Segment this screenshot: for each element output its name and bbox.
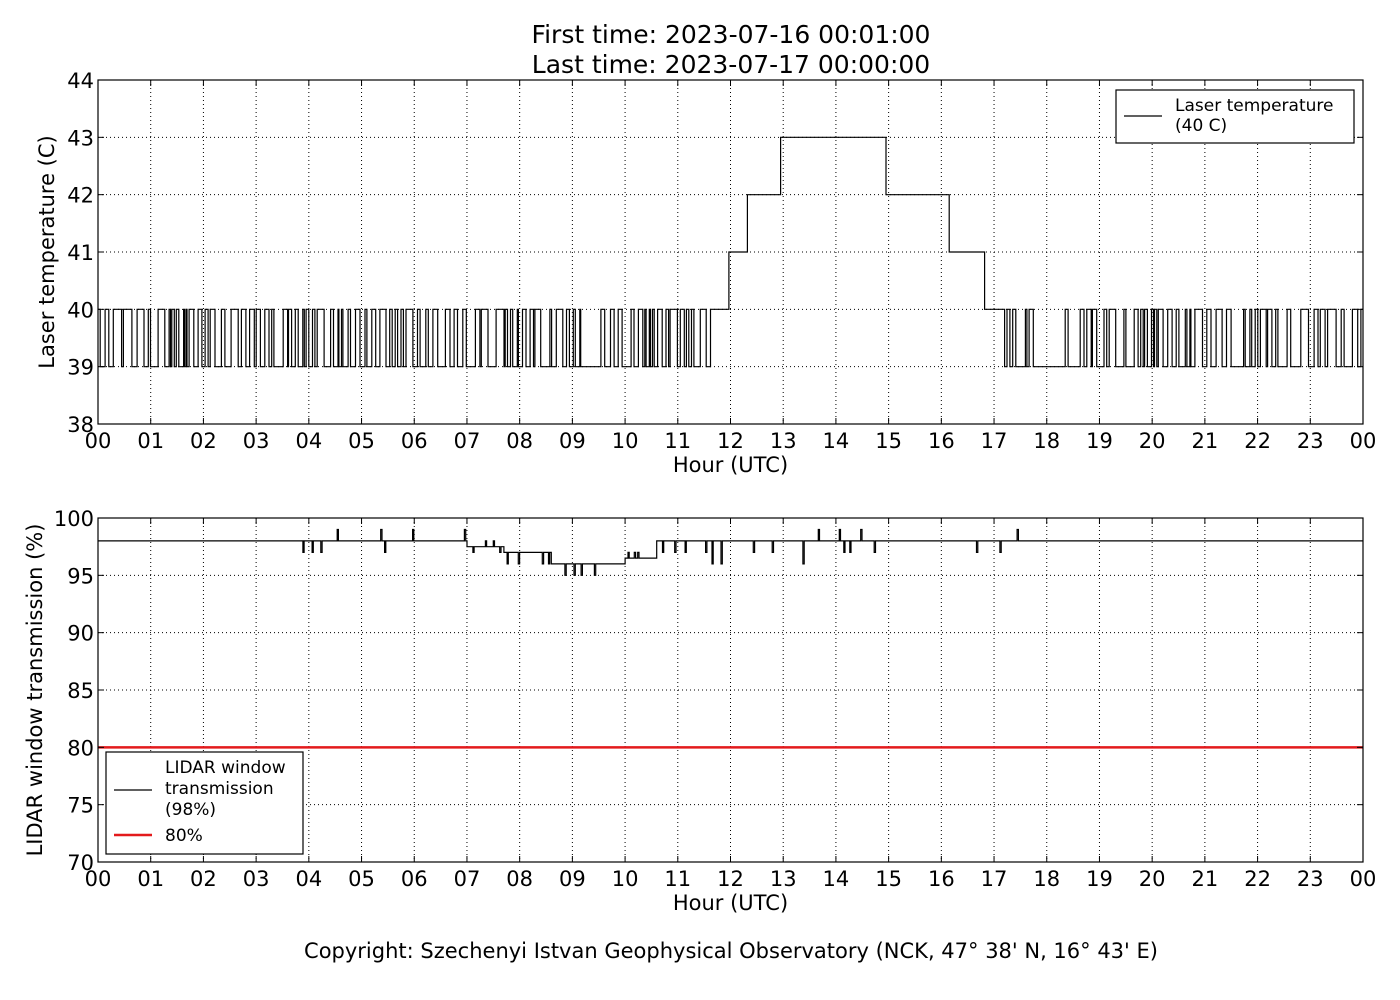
x-tick-label: 10 [612, 867, 639, 891]
x-tick-label: 13 [770, 429, 797, 453]
x-tick-label: 22 [1244, 429, 1271, 453]
y-tick-label: 80 [67, 736, 94, 760]
x-tick-label: 18 [1033, 429, 1060, 453]
x-tick-label: 05 [348, 429, 375, 453]
x-tick-label: 01 [137, 429, 164, 453]
laser-temperature-panel: 00 01 02 03 04 05 06 07 08 09 10 11 12 13 14 15 16 17 18 19… [35, 69, 1376, 477]
x-tick-label: 09 [559, 429, 586, 453]
y-tick-label: 70 [67, 851, 94, 875]
x-tick-label: 19 [1086, 429, 1113, 453]
axis-ticks: 00 01 02 03 04 05 06 07 08 09 10 11 12 13 14 15 16 17 18 19… [54, 507, 1376, 891]
y-axis-label: LIDAR window transmission (%) [23, 524, 47, 857]
y-tick-label: 42 [67, 184, 94, 208]
title-line-1: First time: 2023-07-16 00:01:00 [532, 20, 931, 49]
x-tick-label: 00 [1350, 429, 1377, 453]
y-tick-label: 40 [67, 298, 94, 322]
x-tick-label: 06 [401, 867, 428, 891]
x-tick-label: 11 [664, 429, 691, 453]
x-tick-label: 19 [1086, 867, 1113, 891]
y-tick-label: 95 [67, 564, 94, 588]
y-tick-label: 90 [67, 622, 94, 646]
x-tick-label: 23 [1297, 429, 1324, 453]
x-tick-label: 18 [1033, 867, 1060, 891]
legend-label: LIDAR window [165, 758, 286, 778]
x-tick-label: 21 [1192, 429, 1219, 453]
legend-label: Laser temperature [1175, 96, 1333, 116]
x-tick-label: 17 [981, 429, 1008, 453]
x-tick-label: 15 [875, 867, 902, 891]
x-tick-label: 23 [1297, 867, 1324, 891]
x-tick-label: 14 [823, 867, 850, 891]
y-tick-label: 43 [67, 126, 94, 150]
x-tick-label: 14 [823, 429, 850, 453]
y-tick-label: 39 [67, 356, 94, 380]
x-tick-label: 03 [243, 429, 270, 453]
x-tick-label: 08 [506, 867, 533, 891]
x-tick-label: 04 [295, 429, 322, 453]
y-tick-label: 44 [67, 69, 94, 93]
x-tick-label: 01 [137, 867, 164, 891]
grid-lines [98, 518, 1363, 862]
series-line-1-0 [98, 528, 1363, 576]
x-tick-label: 08 [506, 429, 533, 453]
x-tick-label: 16 [928, 429, 955, 453]
legend-label: (98%) [165, 800, 216, 820]
x-tick-label: 00 [1350, 867, 1377, 891]
x-tick-label: 02 [190, 429, 217, 453]
legend: Laser temperature(40 C) [1115, 89, 1355, 144]
legend-box [105, 751, 304, 855]
x-tick-label: 20 [1139, 429, 1166, 453]
x-tick-label: 17 [981, 867, 1008, 891]
x-tick-label: 16 [928, 867, 955, 891]
x-tick-label: 00 [85, 429, 112, 453]
axis-ticks: 00 01 02 03 04 05 06 07 08 09 10 11 12 13 14 15 16 17 18 19… [67, 69, 1376, 453]
x-tick-label: 11 [664, 867, 691, 891]
x-tick-label: 06 [401, 429, 428, 453]
x-tick-label: 03 [243, 867, 270, 891]
y-tick-label: 38 [67, 413, 94, 437]
x-tick-label: 02 [190, 867, 217, 891]
x-tick-label: 00 [85, 867, 112, 891]
lidar-transmission-panel: 00 01 02 03 04 05 06 07 08 09 10 11 12 13 14 15 16 17 18 19… [23, 507, 1376, 915]
x-tick-label: 07 [454, 429, 481, 453]
title-line-2: Last time: 2023-07-17 00:00:00 [532, 50, 930, 79]
y-tick-label: 100 [54, 507, 94, 531]
x-tick-label: 21 [1192, 867, 1219, 891]
legend-label: (40 C) [1175, 116, 1227, 136]
x-axis-label: Hour (UTC) [673, 453, 788, 477]
x-axis-label: Hour (UTC) [673, 891, 788, 915]
x-tick-label: 04 [295, 867, 322, 891]
series-line-0-0 [98, 136, 1363, 368]
x-tick-label: 07 [454, 867, 481, 891]
y-tick-label: 41 [67, 241, 94, 265]
x-tick-label: 05 [348, 867, 375, 891]
x-tick-label: 12 [717, 429, 744, 453]
y-tick-label: 75 [67, 794, 94, 818]
series-group [98, 528, 1363, 749]
x-tick-label: 15 [875, 429, 902, 453]
copyright-text: Copyright: Szechenyi Istvan Geophysical … [304, 939, 1158, 963]
legend-label: 80% [165, 826, 203, 846]
x-tick-label: 09 [559, 867, 586, 891]
x-tick-label: 12 [717, 867, 744, 891]
x-tick-label: 10 [612, 429, 639, 453]
legend-label: transmission [165, 779, 274, 799]
x-tick-label: 20 [1139, 867, 1166, 891]
y-tick-label: 85 [67, 679, 94, 703]
series-group [98, 136, 1363, 368]
y-axis-label: Laser temperature (C) [35, 135, 59, 368]
x-tick-label: 22 [1244, 867, 1271, 891]
x-tick-label: 13 [770, 867, 797, 891]
